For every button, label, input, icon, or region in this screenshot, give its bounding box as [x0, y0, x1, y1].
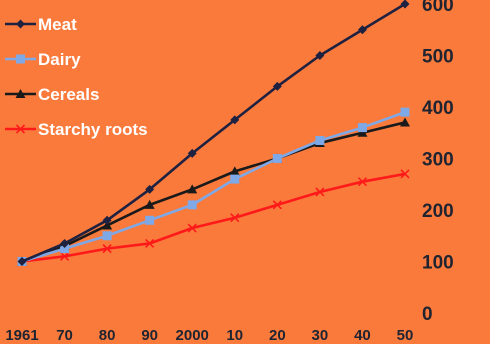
data-point-starchy-roots-50 — [400, 169, 410, 179]
data-point-cereals-2000 — [187, 184, 198, 194]
x-axis-ticks: 1961 70 80 90 2000 10 20 30 40 50 — [5, 327, 413, 344]
series-line-meat — [21, 2, 406, 263]
legend-label-starchy-roots: Starchy roots — [38, 120, 148, 139]
x-tick-label: 90 — [141, 327, 158, 344]
y-tick-label: 400 — [422, 98, 454, 119]
x-tick-label: 10 — [226, 327, 243, 344]
y-tick-label: 0 — [422, 304, 433, 325]
x-tick-label: 1961 — [5, 327, 38, 344]
series-dairy — [17, 107, 410, 266]
legend-label-cereals: Cereals — [38, 85, 99, 104]
data-point-meat-90 — [145, 184, 155, 194]
series-layer — [17, 0, 410, 267]
legend-item-dairy: Dairy — [5, 50, 81, 69]
x-tick-label: 70 — [56, 327, 73, 344]
series-line-cereals — [21, 121, 406, 263]
data-point-dairy-50 — [400, 107, 410, 117]
x-tick-label: 40 — [354, 327, 371, 344]
data-point-starchy-roots-90 — [145, 238, 155, 249]
data-point-meat-10 — [230, 115, 240, 125]
data-point-meat-80 — [102, 215, 112, 225]
legend-item-meat: Meat — [5, 15, 77, 34]
data-point-dairy-70 — [60, 244, 70, 254]
legend-item-starchy-roots: Starchy roots — [5, 120, 148, 139]
legend: Meat Dairy Cereals Starchy roots — [5, 15, 148, 139]
data-point-starchy-roots-30 — [315, 187, 325, 197]
data-point-dairy-20 — [272, 154, 282, 163]
y-tick-label: 300 — [422, 150, 454, 171]
y-tick-label: 200 — [422, 201, 454, 222]
legend-marker-cereals — [15, 89, 26, 98]
legend-item-cereals: Cereals — [5, 85, 99, 104]
y-tick-label: 100 — [422, 253, 454, 274]
data-point-cereals-90 — [144, 199, 155, 209]
data-point-dairy-2000 — [187, 200, 197, 210]
data-point-meat-1961 — [17, 257, 27, 266]
x-tick-label: 50 — [397, 327, 414, 344]
data-point-starchy-roots-2000 — [187, 223, 197, 233]
data-point-dairy-80 — [102, 231, 112, 241]
data-point-starchy-roots-70 — [59, 251, 70, 261]
legend-marker-starchy-roots — [15, 124, 26, 134]
series-line-dairy — [21, 110, 406, 263]
data-point-starchy-roots-80 — [102, 244, 112, 254]
legend-label-meat: Meat — [38, 15, 77, 34]
data-point-meat-70 — [60, 238, 70, 248]
data-point-meat-30 — [315, 51, 325, 60]
data-point-dairy-30 — [315, 135, 325, 145]
x-tick-label: 30 — [312, 327, 329, 344]
data-point-starchy-roots-40 — [357, 177, 368, 187]
x-tick-label: 20 — [269, 327, 286, 344]
data-point-cereals-50 — [400, 117, 410, 127]
y-axis-ticks: 0 100 200 300 400 500 600 — [422, 0, 454, 325]
legend-marker-dairy — [16, 54, 25, 64]
data-point-dairy-10 — [230, 174, 240, 184]
data-point-dairy-90 — [145, 215, 155, 225]
data-point-cereals-10 — [229, 166, 240, 176]
data-point-cereals-40 — [357, 127, 368, 137]
series-meat — [17, 0, 410, 266]
legend-label-dairy: Dairy — [38, 50, 81, 69]
data-point-dairy-40 — [357, 123, 367, 133]
series-line-starchy-roots — [21, 172, 406, 263]
data-point-cereals-80 — [102, 220, 113, 230]
x-tick-label: 2000 — [176, 327, 209, 344]
data-point-starchy-roots-20 — [272, 200, 282, 210]
data-point-meat-40 — [357, 25, 367, 35]
data-point-meat-20 — [272, 81, 282, 91]
legend-marker-meat — [16, 19, 25, 29]
data-point-starchy-roots-10 — [230, 213, 240, 223]
y-tick-label: 500 — [422, 47, 454, 68]
y-tick-label: 600 — [422, 0, 454, 16]
data-point-meat-50 — [400, 0, 410, 9]
data-point-meat-2000 — [187, 148, 197, 158]
x-tick-label: 80 — [99, 327, 116, 344]
